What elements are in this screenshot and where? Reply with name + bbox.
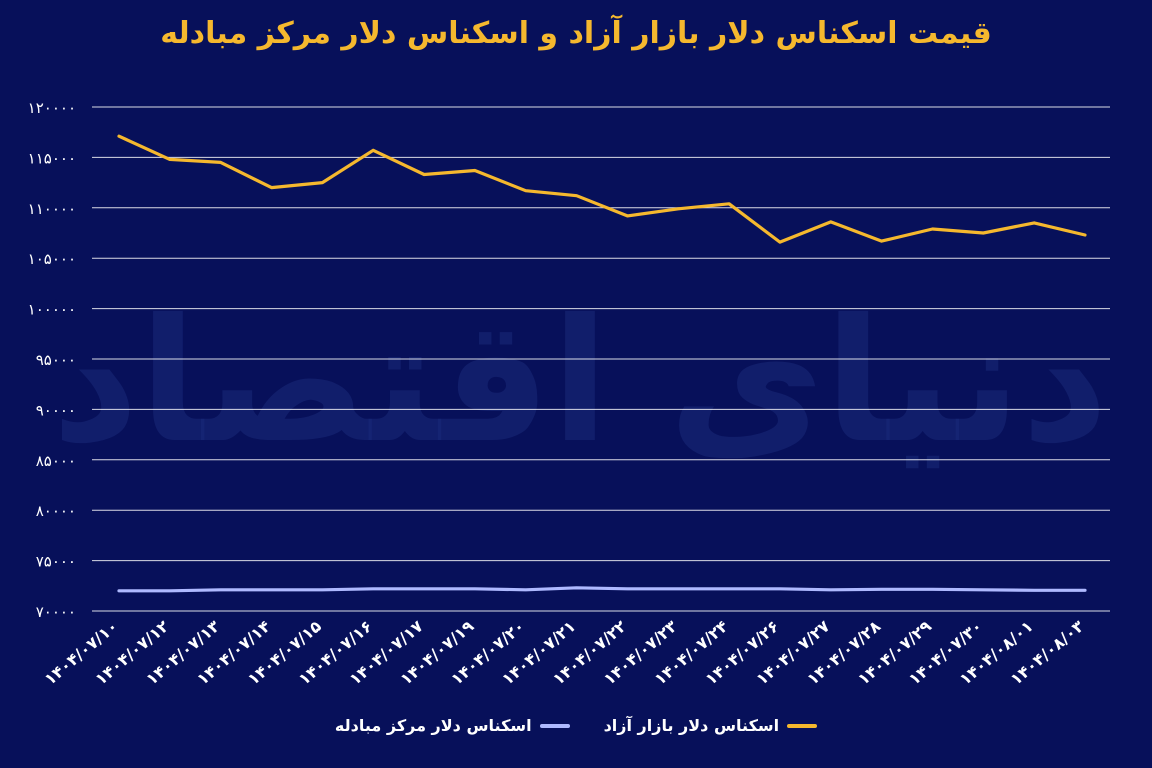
legend-label-free-market: اسکناس دلار بازار آزاد (603, 716, 780, 735)
legend-item-exchange-center: اسکناس دلار مرکز مبادله (335, 716, 570, 735)
y-tick-label: ۱۲۰۰۰۰ (28, 99, 76, 117)
y-tick-label: ۷۵۰۰۰ (36, 553, 76, 571)
y-tick-label: ۱۰۰۰۰۰ (28, 301, 76, 319)
y-tick-label: ۱۱۵۰۰۰ (28, 149, 76, 167)
chart-title: قیمت اسکناس دلار بازار آزاد و اسکناس دلا… (160, 16, 992, 51)
series-line-exchange-center (117, 586, 1087, 593)
legend-item-free-market: اسکناس دلار بازار آزاد (604, 716, 818, 735)
y-tick-label: ۸۰۰۰۰ (36, 502, 76, 520)
gridlines (92, 106, 1110, 612)
legend-label-exchange-center: اسکناس دلار مرکز مبادله (334, 716, 532, 735)
y-tick-label: ۱۱۰۰۰۰ (28, 200, 76, 218)
y-tick-label: ۸۵۰۰۰ (36, 452, 76, 470)
x-axis-ticks: ۱۴۰۴/۰۷/۱۰۱۴۰۴/۰۷/۱۲۱۴۰۴/۰۷/۱۳۱۴۰۴/۰۷/۱۴… (41, 616, 1088, 688)
watermark-text: دنیای اقتصاد (52, 283, 1109, 481)
y-axis-ticks: ۷۰۰۰۰ ۷۵۰۰۰ ۸۰۰۰۰ ۸۵۰۰۰ ۹۰۰۰۰ ۹۵۰۰۰ ۱۰۰۰۰۰ ۱۰۵۰… (28, 99, 76, 621)
legend-swatch-exchange-center (539, 723, 570, 728)
series-lines (117, 134, 1087, 593)
y-tick-label: ۹۰۰۰۰ (36, 401, 76, 419)
series-line-free-market (117, 134, 1087, 244)
y-tick-label: ۱۰۵۰۰۰ (28, 250, 76, 268)
legend-swatch-free-market (787, 723, 818, 728)
y-tick-label: ۹۵۰۰۰ (36, 351, 76, 369)
y-tick-label: ۷۰۰۰۰ (36, 603, 76, 621)
legend: اسکناس دلار بازار آزاد اسکناس دلار مرکز … (0, 716, 1152, 735)
